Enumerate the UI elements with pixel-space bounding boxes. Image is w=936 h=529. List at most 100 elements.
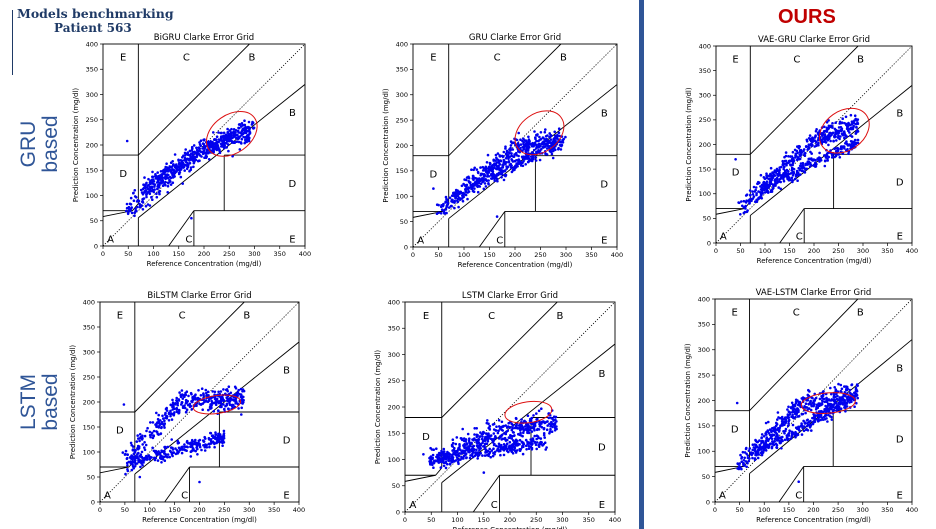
data-point	[496, 179, 499, 183]
data-point	[748, 447, 752, 450]
data-point	[794, 152, 797, 156]
data-point	[810, 152, 813, 155]
data-point	[530, 159, 534, 163]
x-tick-label: 350	[585, 251, 597, 259]
data-point	[836, 146, 839, 150]
data-point	[496, 447, 500, 451]
x-tick-label: 400	[611, 251, 623, 259]
data-point	[831, 131, 835, 135]
data-point	[519, 161, 523, 164]
data-point	[456, 449, 459, 453]
data-point	[805, 140, 809, 143]
x-tick-label: 350	[583, 516, 595, 524]
data-point	[172, 163, 175, 166]
data-point	[461, 427, 465, 431]
data-point	[746, 461, 749, 465]
data-point	[451, 438, 455, 442]
data-point	[210, 399, 213, 403]
data-point	[475, 168, 479, 171]
data-point	[476, 457, 480, 460]
y-tick-label: 250	[396, 116, 408, 124]
data-point	[541, 141, 544, 144]
data-point	[544, 448, 547, 451]
data-point	[191, 153, 195, 157]
data-point	[740, 455, 744, 459]
data-point	[777, 430, 781, 433]
data-point	[828, 131, 832, 135]
data-point	[453, 201, 456, 204]
data-point	[855, 383, 859, 386]
data-point	[205, 391, 208, 395]
data-point	[763, 177, 767, 180]
data-point	[159, 419, 162, 422]
data-point	[544, 139, 548, 143]
data-point	[499, 159, 502, 163]
data-point	[159, 422, 163, 426]
data-point	[174, 403, 177, 406]
data-point	[195, 443, 198, 447]
data-point	[163, 413, 167, 416]
data-point	[232, 128, 236, 131]
data-point	[841, 398, 844, 401]
data-point	[493, 166, 496, 170]
data-point	[475, 448, 478, 452]
data-point	[500, 420, 504, 424]
data-point	[748, 189, 752, 192]
data-point	[770, 429, 773, 433]
data-point	[222, 143, 225, 146]
data-point	[840, 132, 844, 135]
data-point	[539, 131, 543, 134]
data-point	[765, 187, 768, 191]
y-tick-label: 50	[392, 482, 400, 490]
data-point	[161, 457, 165, 461]
data-point	[204, 388, 208, 392]
data-point	[446, 203, 449, 206]
data-point	[797, 166, 800, 170]
data-point	[823, 139, 827, 143]
data-point	[784, 421, 787, 425]
data-point	[506, 438, 509, 442]
data-point	[790, 401, 794, 405]
data-point	[207, 408, 210, 412]
data-point	[445, 205, 448, 209]
data-point	[442, 447, 446, 451]
data-point	[172, 451, 176, 454]
data-point	[506, 154, 510, 157]
x-axis-label: Reference Concentration (mg/dl)	[756, 516, 871, 524]
data-point	[834, 121, 837, 124]
data-point	[193, 156, 197, 159]
data-point	[220, 145, 223, 148]
x-tick-label: 150	[168, 506, 180, 514]
data-point	[504, 145, 507, 148]
data-point	[505, 150, 509, 154]
x-tick-label: 250	[534, 251, 546, 259]
data-point	[431, 453, 435, 457]
data-point	[847, 152, 850, 155]
data-point	[460, 437, 463, 440]
data-point	[480, 432, 484, 436]
data-point	[437, 459, 441, 462]
data-point	[830, 152, 834, 156]
data-point	[244, 125, 247, 129]
data-point	[560, 144, 563, 147]
data-point	[171, 401, 175, 405]
data-point	[140, 191, 144, 194]
data-point	[140, 450, 144, 454]
data-point	[496, 152, 500, 155]
data-point	[797, 173, 800, 176]
data-point	[136, 444, 140, 448]
data-point	[169, 451, 173, 454]
x-tick-label: 350	[881, 506, 893, 514]
data-point	[744, 201, 748, 204]
data-point	[444, 466, 448, 470]
data-point	[773, 439, 776, 443]
data-point	[163, 170, 166, 173]
chart-title: BiLSTM Clarke Error Grid	[147, 291, 251, 301]
data-point	[219, 402, 223, 405]
data-point	[185, 399, 188, 402]
identity-line	[715, 299, 912, 502]
data-point	[842, 145, 846, 148]
data-point	[509, 162, 513, 166]
data-point	[205, 149, 208, 153]
data-point	[144, 204, 148, 208]
